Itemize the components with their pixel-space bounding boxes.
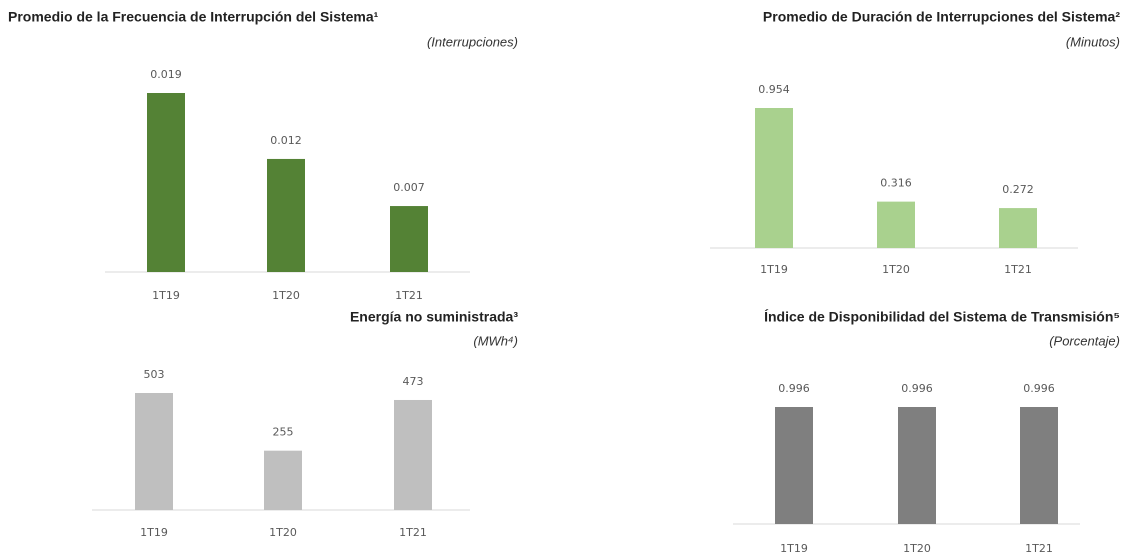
x-tick-label: 1T21 bbox=[1004, 263, 1032, 276]
value-label: 473 bbox=[403, 375, 424, 388]
chart-title: Índice de Disponibilidad del Sistema de … bbox=[764, 309, 1120, 325]
x-tick-label: 1T20 bbox=[882, 263, 910, 276]
bar bbox=[394, 399, 432, 510]
chart-subtitle: (Interrupciones) bbox=[427, 34, 518, 49]
value-label: 503 bbox=[144, 368, 165, 381]
value-label: 0.316 bbox=[880, 177, 912, 190]
value-label: 0.007 bbox=[393, 181, 425, 194]
x-tick-label: 1T20 bbox=[272, 289, 300, 302]
x-tick-label: 1T21 bbox=[395, 289, 423, 302]
x-tick-label: 1T19 bbox=[760, 263, 788, 276]
bar bbox=[390, 206, 428, 272]
value-label: 0.019 bbox=[150, 68, 182, 81]
value-label: 0.272 bbox=[1002, 183, 1034, 196]
chart-subtitle: (Porcentaje) bbox=[1049, 333, 1120, 348]
value-label: 0.012 bbox=[270, 134, 302, 147]
bar bbox=[1020, 407, 1058, 524]
chart-title: Promedio de Duración de Interrupciones d… bbox=[763, 9, 1120, 25]
bar bbox=[877, 201, 915, 248]
value-label: 0.996 bbox=[901, 382, 933, 395]
chart-subtitle: (Minutos) bbox=[1066, 34, 1120, 49]
x-tick-label: 1T21 bbox=[1025, 542, 1053, 555]
chart-subtitle: (MWh⁴) bbox=[473, 333, 518, 348]
x-tick-label: 1T19 bbox=[140, 526, 168, 539]
x-tick-label: 1T20 bbox=[903, 542, 931, 555]
x-tick-label: 1T19 bbox=[152, 289, 180, 302]
bar bbox=[755, 108, 793, 248]
value-label: 0.996 bbox=[778, 382, 810, 395]
chart-title: Promedio de la Frecuencia de Interrupció… bbox=[8, 9, 379, 25]
x-tick-label: 1T20 bbox=[269, 526, 297, 539]
value-label: 255 bbox=[273, 426, 294, 439]
chart-title: Energía no suministrada³ bbox=[350, 309, 518, 325]
bar bbox=[264, 450, 302, 510]
x-tick-label: 1T21 bbox=[399, 526, 427, 539]
bar bbox=[775, 407, 813, 524]
x-tick-label: 1T19 bbox=[780, 542, 808, 555]
bar bbox=[135, 393, 173, 510]
bar bbox=[898, 407, 936, 524]
bar bbox=[999, 208, 1037, 248]
value-label: 0.996 bbox=[1023, 382, 1055, 395]
bar bbox=[147, 93, 185, 272]
value-label: 0.954 bbox=[758, 83, 790, 96]
bar bbox=[267, 158, 305, 272]
